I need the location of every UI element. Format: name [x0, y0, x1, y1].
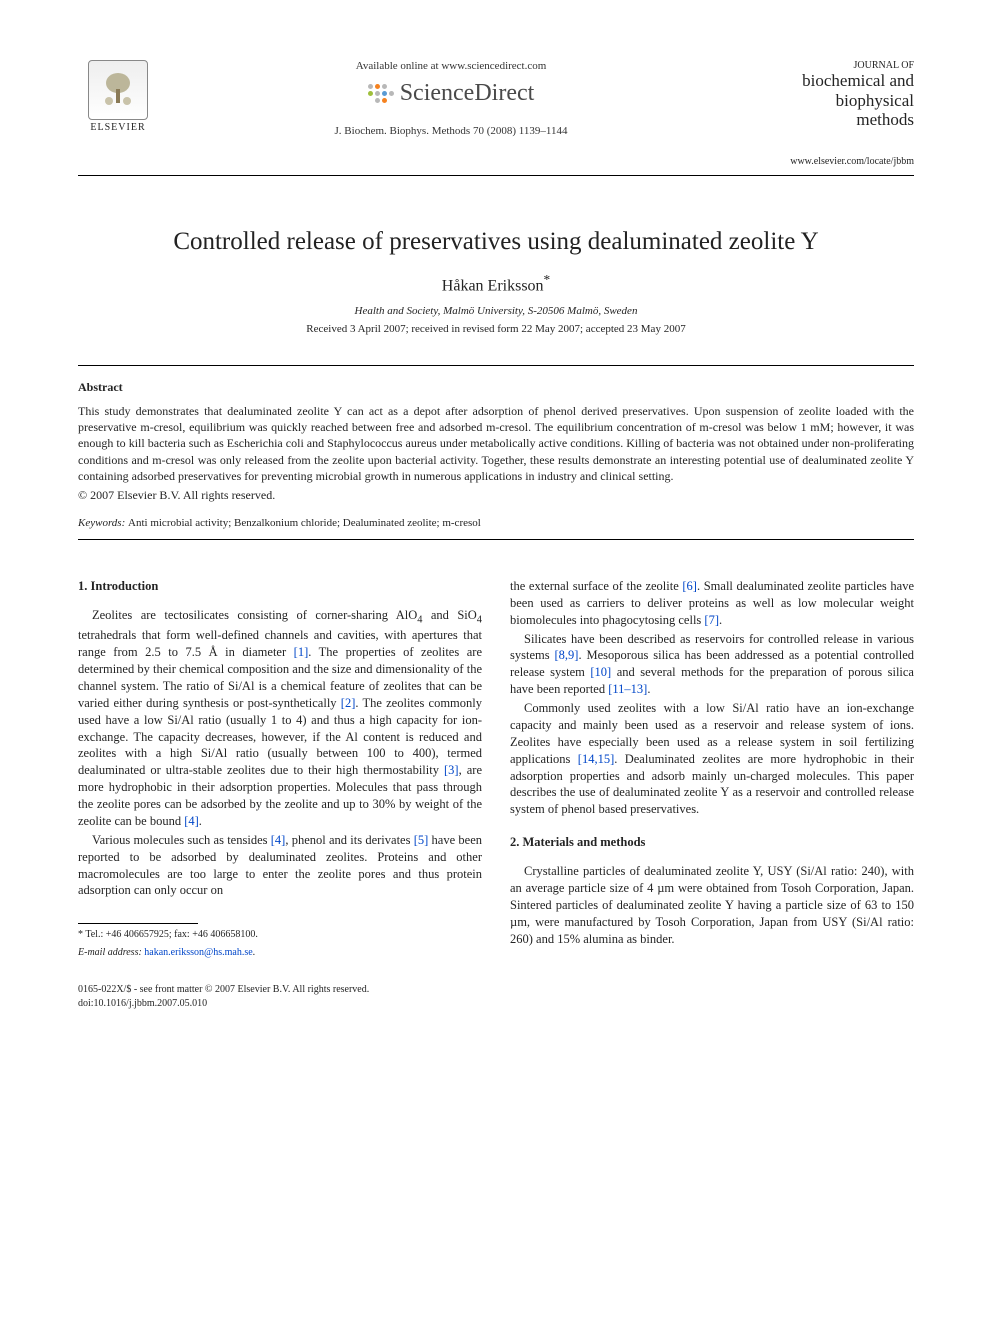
available-online-text: Available online at www.sciencedirect.co… [158, 60, 744, 72]
abstract-text: This study demonstrates that dealuminate… [78, 403, 914, 484]
column-left: 1. Introduction Zeolites are tectosilica… [78, 578, 482, 1010]
ref-4b[interactable]: [4] [271, 833, 286, 847]
intro-para-3: Silicates have been described as reservo… [510, 631, 914, 699]
sciencedirect-text: ScienceDirect [400, 80, 535, 107]
sciencedirect-dots-icon [368, 84, 394, 103]
rule-bottom [78, 539, 914, 540]
email-label: E-mail address: [78, 947, 142, 958]
footer-copyright: 0165-022X/$ - see front matter © 2007 El… [78, 983, 482, 997]
ref-5[interactable]: [5] [414, 833, 429, 847]
keywords-label: Keywords: [78, 517, 125, 529]
intro-para-2: Various molecules such as tensides [4], … [78, 832, 482, 900]
section-2-heading: 2. Materials and methods [510, 834, 914, 851]
column-right: the external surface of the zeolite [6].… [510, 578, 914, 1010]
journal-name-line1: biochemical and [744, 71, 914, 91]
journal-name-line3: methods [744, 110, 914, 130]
ref-2[interactable]: [2] [341, 696, 356, 710]
footnote-separator [78, 923, 198, 924]
article-title: Controlled release of preservatives usin… [78, 228, 914, 256]
elsevier-tree-icon [88, 60, 148, 120]
footer-block: 0165-022X/$ - see front matter © 2007 El… [78, 983, 482, 1010]
elsevier-logo-block: ELSEVIER [78, 60, 158, 133]
footer-doi: doi:10.1016/j.jbbm.2007.05.010 [78, 997, 482, 1011]
body-columns: 1. Introduction Zeolites are tectosilica… [78, 578, 914, 1010]
methods-para-1: Crystalline particles of dealuminated ze… [510, 863, 914, 947]
ref-8-9[interactable]: [8,9] [555, 648, 579, 662]
intro-para-4: Commonly used zeolites with a low Si/Al … [510, 700, 914, 818]
history-dates: Received 3 April 2007; received in revis… [78, 323, 914, 335]
rule-top [78, 365, 914, 366]
intro-para-1: Zeolites are tectosilicates consisting o… [78, 607, 482, 830]
ref-7[interactable]: [7] [704, 613, 719, 627]
abstract-heading: Abstract [78, 380, 914, 395]
journal-url: www.elsevier.com/locate/jbbm [744, 156, 914, 167]
header-center: Available online at www.sciencedirect.co… [158, 60, 744, 137]
ref-10[interactable]: [10] [590, 665, 611, 679]
sciencedirect-logo: ScienceDirect [368, 80, 535, 107]
section-1-heading: 1. Introduction [78, 578, 482, 595]
journal-of-label: JOURNAL OF [744, 60, 914, 71]
footnote-tel: * Tel.: +46 406657925; fax: +46 40665810… [78, 928, 482, 942]
citation-line: J. Biochem. Biophys. Methods 70 (2008) 1… [158, 125, 744, 137]
ref-6[interactable]: [6] [682, 579, 697, 593]
intro-para-2-cont: the external surface of the zeolite [6].… [510, 578, 914, 629]
author-marker: * [544, 272, 551, 287]
elsevier-label: ELSEVIER [90, 122, 145, 133]
author-line: Håkan Eriksson* [78, 272, 914, 295]
footnote-email: E-mail address: hakan.eriksson@hs.mah.se… [78, 946, 482, 960]
affiliation: Health and Society, Malmö University, S-… [78, 305, 914, 317]
ref-4[interactable]: [4] [184, 814, 199, 828]
ref-1[interactable]: [1] [294, 645, 309, 659]
ref-14-15[interactable]: [14,15] [578, 752, 614, 766]
ref-3[interactable]: [3] [444, 763, 459, 777]
author-name: Håkan Eriksson [442, 277, 544, 294]
keywords-line: Keywords: Anti microbial activity; Benza… [78, 517, 914, 529]
ref-11-13[interactable]: [11–13] [608, 682, 647, 696]
header: ELSEVIER Available online at www.science… [78, 60, 914, 176]
page: ELSEVIER Available online at www.science… [0, 0, 992, 1050]
keywords-text: Anti microbial activity; Benzalkonium ch… [128, 517, 481, 529]
author-email[interactable]: hakan.eriksson@hs.mah.se [144, 947, 252, 958]
abstract-block: Abstract This study demonstrates that de… [78, 380, 914, 529]
journal-name-line2: biophysical [744, 91, 914, 111]
journal-block: JOURNAL OF biochemical and biophysical m… [744, 60, 914, 167]
abstract-copyright: © 2007 Elsevier B.V. All rights reserved… [78, 488, 914, 503]
